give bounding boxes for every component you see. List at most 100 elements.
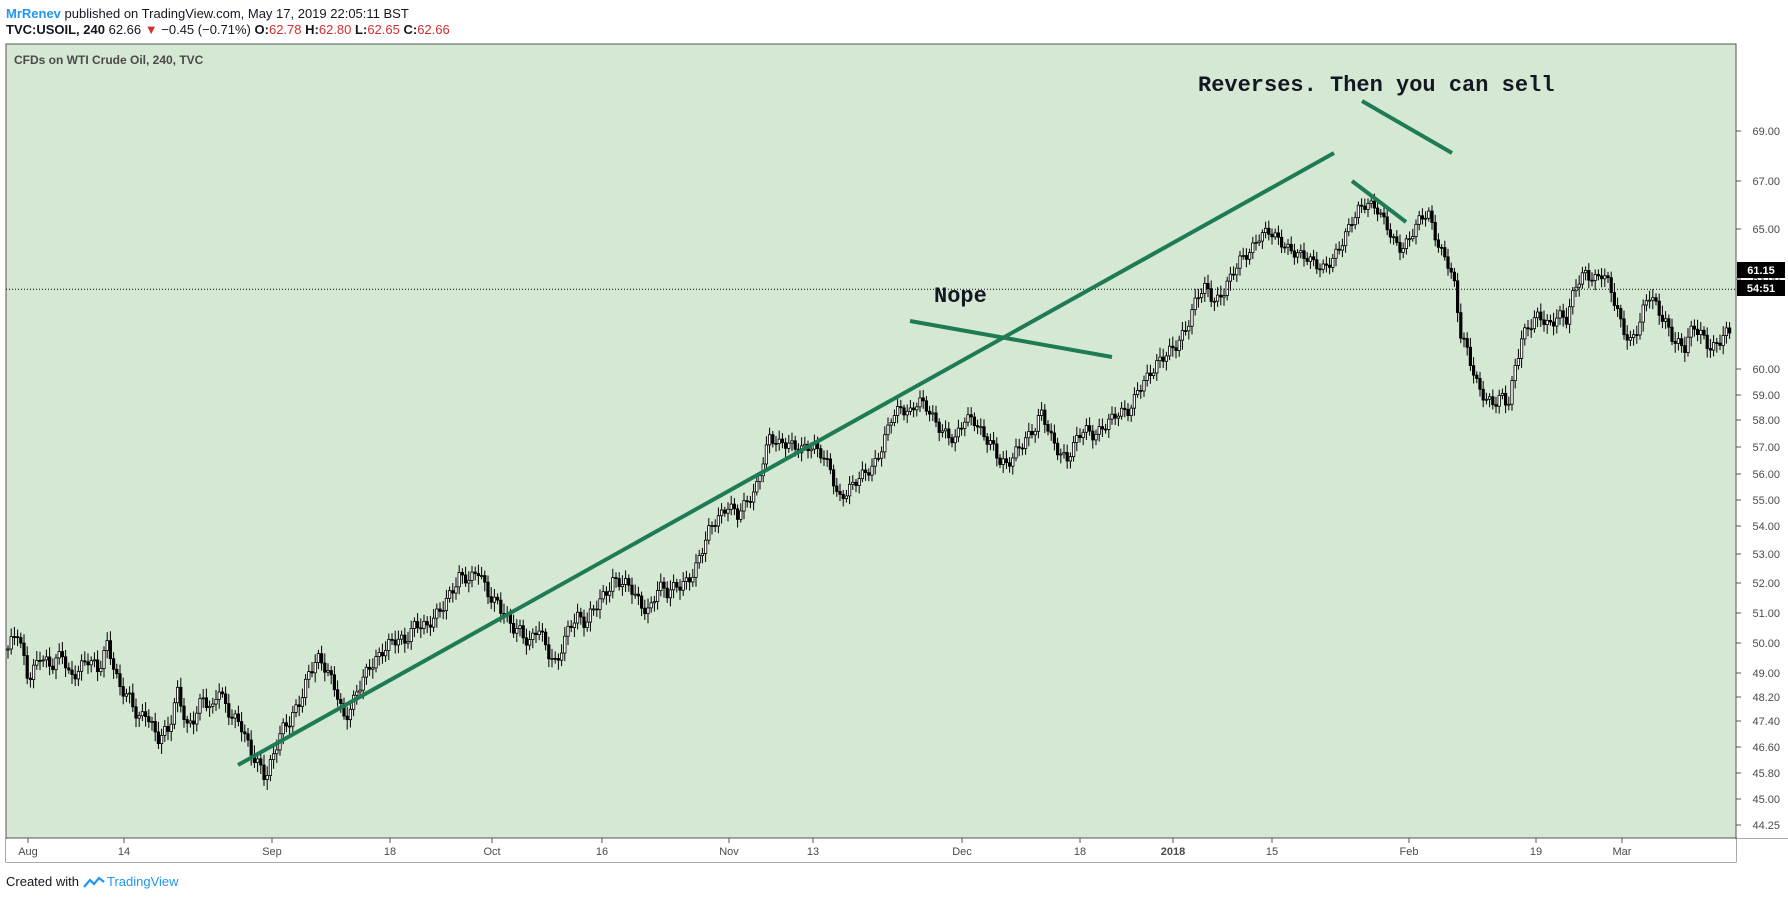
candle — [668, 580, 673, 607]
candle — [896, 398, 900, 424]
candle — [300, 688, 305, 713]
candle — [1520, 330, 1524, 368]
candle — [1353, 211, 1357, 230]
candle — [1680, 333, 1684, 353]
candle — [870, 458, 874, 482]
candle — [1603, 268, 1607, 288]
tradingview-brand-link[interactable]: TradingView — [106, 874, 179, 889]
candle — [822, 450, 826, 466]
candle — [1510, 376, 1514, 411]
published-text: published on TradingView.com, May 17, 20… — [64, 6, 409, 21]
candle — [1232, 266, 1236, 281]
candle — [1088, 417, 1092, 436]
countdown-label: 54:51 — [1747, 283, 1775, 295]
candle — [864, 463, 868, 481]
candle — [1526, 319, 1530, 337]
candle — [214, 690, 218, 711]
candle — [307, 664, 311, 689]
y-tick-label: 60.00 — [1752, 364, 1780, 376]
candle — [1075, 426, 1079, 452]
candle — [476, 564, 481, 585]
candle — [1219, 285, 1223, 306]
candle — [640, 591, 644, 617]
candle — [902, 404, 906, 421]
candle — [723, 506, 727, 517]
candle — [1280, 229, 1284, 254]
candle — [367, 659, 372, 676]
candle — [1184, 321, 1188, 336]
countdown-box — [1737, 280, 1785, 296]
candle — [1500, 388, 1504, 400]
candle — [1513, 358, 1517, 389]
candle — [1344, 228, 1348, 253]
candle — [1235, 263, 1239, 282]
candle — [995, 437, 999, 467]
annotation-nope: Nope — [934, 284, 987, 309]
candle — [681, 572, 685, 596]
candle — [1363, 198, 1367, 214]
candle — [156, 721, 160, 750]
candle — [1276, 225, 1280, 246]
candle — [131, 683, 135, 713]
candle — [1459, 303, 1463, 344]
nope-trendline[interactable] — [909, 319, 1113, 359]
author-link[interactable]: MrRenev — [6, 6, 61, 21]
candle — [1593, 269, 1597, 291]
candle — [982, 419, 986, 441]
candle — [972, 412, 977, 432]
candle — [1324, 256, 1328, 273]
candle — [1414, 219, 1418, 245]
candle — [992, 431, 996, 451]
candle — [121, 677, 125, 705]
candle — [867, 468, 871, 482]
candle — [700, 547, 705, 564]
annotation-reverses: Reverses. Then you can sell — [1198, 73, 1554, 98]
candle — [755, 474, 759, 496]
candle — [764, 436, 769, 470]
candle — [284, 714, 289, 733]
candle — [1644, 294, 1648, 312]
candle — [1385, 209, 1389, 236]
candle — [1312, 249, 1316, 267]
candle — [431, 609, 436, 632]
candle — [1484, 392, 1488, 405]
candle — [1004, 450, 1009, 469]
candle — [44, 649, 49, 668]
lower-channel-line[interactable] — [1350, 179, 1408, 224]
candle — [112, 652, 116, 679]
candle — [1398, 234, 1402, 261]
candle — [998, 454, 1002, 469]
candle — [540, 623, 545, 642]
candle — [1062, 444, 1066, 459]
candle — [25, 646, 29, 685]
candle — [1481, 380, 1485, 408]
candle — [1120, 402, 1124, 420]
candle — [1552, 312, 1556, 336]
candle — [1299, 244, 1303, 259]
candle — [688, 573, 692, 591]
candle — [572, 613, 577, 638]
candle — [691, 568, 695, 587]
candle — [470, 565, 474, 588]
candle — [399, 630, 404, 645]
candle — [454, 577, 458, 600]
candle — [662, 577, 666, 598]
main-uptrend-line[interactable] — [237, 151, 1335, 767]
price-label: 61.15 — [1747, 265, 1775, 277]
candle — [179, 677, 183, 713]
candle — [259, 751, 263, 774]
x-tick-label: Dec — [952, 846, 972, 858]
candle — [777, 430, 781, 451]
candle — [1478, 371, 1482, 397]
candle — [1600, 268, 1604, 288]
candle — [185, 715, 189, 733]
candle — [1107, 413, 1111, 438]
candle — [425, 616, 429, 634]
candle — [854, 478, 858, 493]
candle — [566, 620, 570, 646]
candle — [1577, 275, 1581, 297]
upper-channel-line[interactable] — [1360, 99, 1454, 155]
candle — [1360, 198, 1364, 214]
tradingview-logo-icon — [83, 876, 105, 888]
